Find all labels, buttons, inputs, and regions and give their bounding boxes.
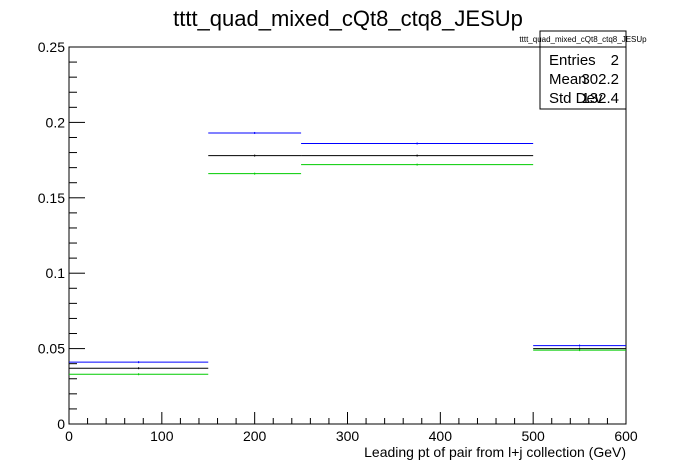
stats-value: 132.4	[581, 90, 619, 107]
y-tick-label: 0.1	[46, 265, 66, 281]
x-tick-label: 100	[150, 428, 174, 444]
y-tick-label: 0.05	[38, 341, 65, 357]
y-tick-label: 0	[57, 416, 65, 432]
stats-label: Std Dev	[549, 90, 603, 107]
stats-label: Entries	[549, 52, 596, 69]
stats-value: 302.2	[581, 71, 619, 88]
x-tick-label: 0	[65, 428, 73, 444]
stats-value: 2	[611, 52, 619, 69]
stats-label: Mean	[549, 71, 587, 88]
x-tick-label: 500	[521, 428, 545, 444]
histogram-series-3	[69, 163, 626, 376]
chart-title: tttt_quad_mixed_cQt8_ctq8_JESUp	[173, 6, 523, 31]
histogram-series-2	[69, 131, 626, 364]
x-tick-label: 300	[336, 428, 360, 444]
x-tick-label: 400	[429, 428, 453, 444]
histogram-series	[69, 131, 626, 376]
stats-box-title: tttt_quad_mixed_cQt8_ctq8_JESUp	[519, 35, 647, 44]
stats-box: tttt_quad_mixed_cQt8_ctq8_JESUp Entries 2 M…	[519, 30, 647, 110]
x-tick-label: 200	[243, 428, 267, 444]
x-tick-label: 600	[614, 428, 638, 444]
histogram-series-1	[69, 154, 626, 370]
stats-box-frame	[539, 30, 627, 110]
x-axis-label: Leading pt of pair from l+j collection (…	[364, 444, 626, 460]
axes: 0 100 200 300 400 500 600 0 0.05 0.1 0.15 0.2 0.25	[38, 39, 638, 444]
y-tick-label: 0.2	[46, 114, 66, 130]
y-tick-label: 0.25	[38, 39, 65, 55]
y-tick-label: 0.15	[38, 190, 65, 206]
